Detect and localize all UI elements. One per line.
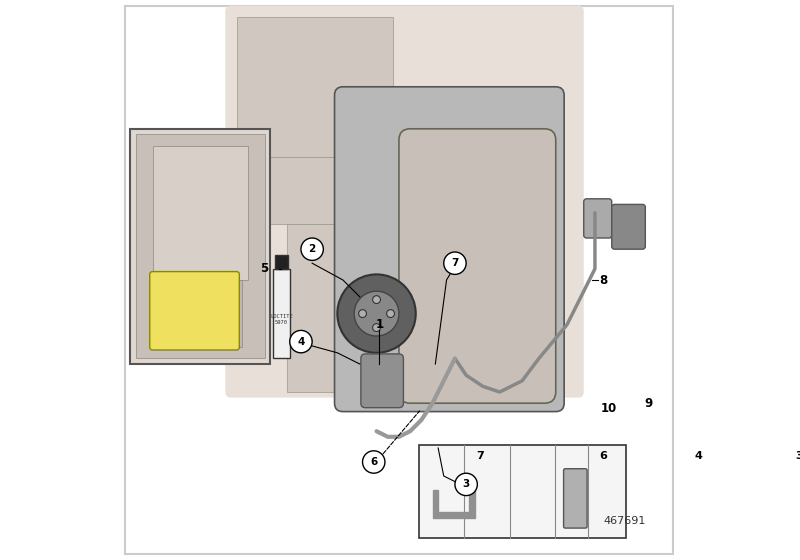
Bar	[130, 129, 270, 364]
Text: 467691: 467691	[603, 516, 646, 526]
Circle shape	[455, 473, 478, 496]
Text: 7: 7	[476, 451, 484, 461]
Circle shape	[386, 310, 394, 318]
FancyBboxPatch shape	[563, 469, 587, 528]
Text: 8: 8	[599, 273, 607, 287]
Bar	[418, 445, 626, 538]
Circle shape	[373, 296, 381, 304]
Bar	[274, 255, 288, 269]
FancyBboxPatch shape	[612, 204, 646, 249]
Bar	[158, 280, 242, 347]
Circle shape	[790, 472, 800, 492]
Bar	[153, 146, 248, 280]
Circle shape	[373, 324, 381, 332]
FancyBboxPatch shape	[361, 354, 403, 408]
Text: 4: 4	[298, 337, 305, 347]
FancyBboxPatch shape	[584, 199, 612, 238]
Text: LOCTITE
5970: LOCTITE 5970	[270, 314, 293, 325]
FancyBboxPatch shape	[399, 129, 556, 403]
Polygon shape	[433, 490, 474, 518]
Text: 6: 6	[599, 451, 607, 461]
FancyBboxPatch shape	[150, 272, 239, 350]
Circle shape	[444, 252, 466, 274]
Text: 3: 3	[795, 451, 800, 461]
Text: 7: 7	[451, 258, 458, 268]
Text: 10: 10	[601, 402, 617, 416]
Bar	[136, 134, 265, 358]
Bar	[694, 489, 702, 528]
Circle shape	[301, 238, 323, 260]
Bar	[237, 157, 394, 224]
Circle shape	[362, 451, 385, 473]
Text: 1: 1	[375, 318, 383, 332]
Circle shape	[358, 310, 366, 318]
FancyBboxPatch shape	[334, 87, 564, 412]
Text: 2: 2	[309, 244, 316, 254]
FancyBboxPatch shape	[226, 6, 584, 398]
Bar	[273, 269, 290, 358]
Text: 3: 3	[462, 479, 470, 489]
Circle shape	[354, 291, 399, 336]
Text: 6: 6	[370, 457, 378, 467]
Circle shape	[290, 330, 312, 353]
Circle shape	[338, 274, 416, 353]
Bar	[797, 483, 800, 528]
Bar	[287, 224, 388, 392]
Text: 9: 9	[644, 396, 652, 410]
Text: 5: 5	[261, 262, 269, 276]
Bar	[237, 17, 394, 157]
Text: 4: 4	[694, 451, 702, 461]
